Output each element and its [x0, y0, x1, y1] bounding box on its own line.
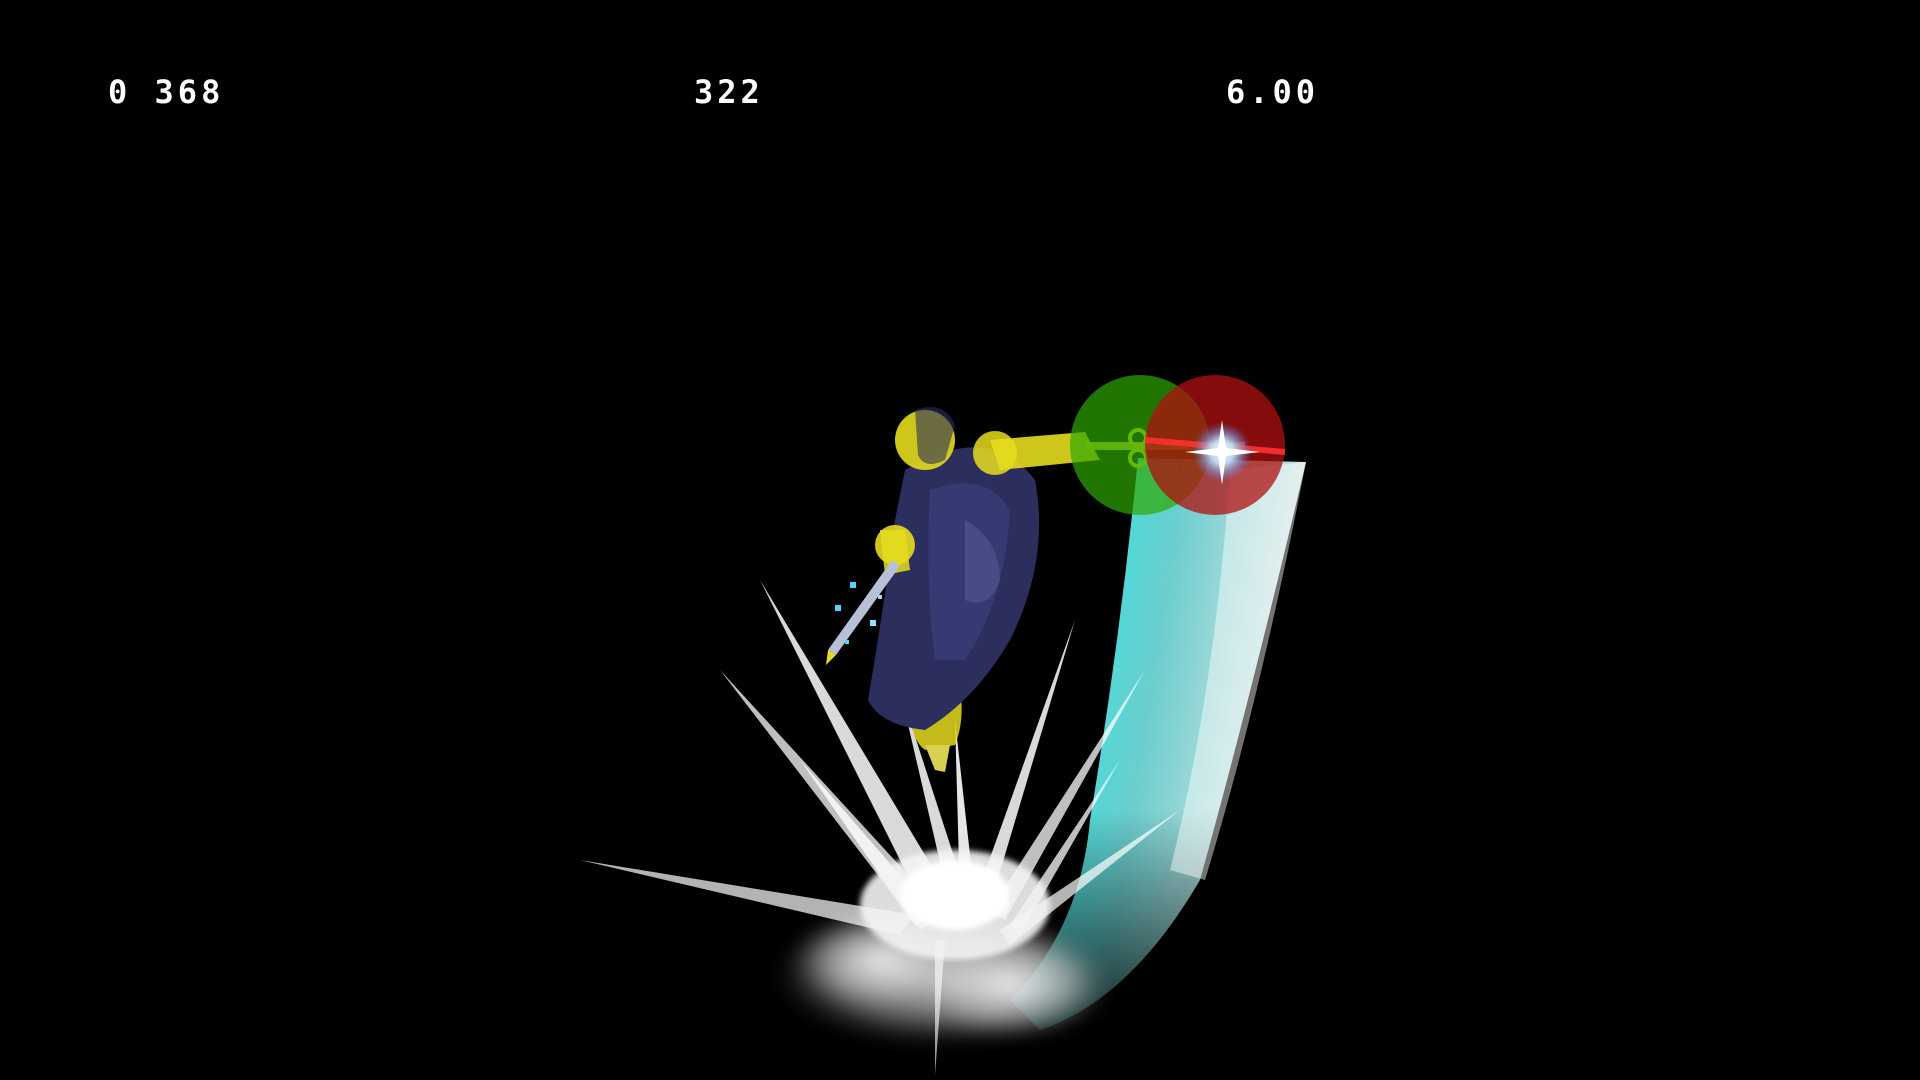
hud-center-readout: 322 — [694, 73, 764, 111]
impact-burst — [580, 580, 1180, 1075]
hitboxes — [1070, 375, 1286, 515]
sword-trail — [1010, 458, 1306, 1030]
hud-left-readout: 0 368 — [108, 73, 225, 111]
hud-right-readout: 6.00 — [1226, 73, 1320, 111]
sword-tip-flash — [1185, 420, 1260, 485]
